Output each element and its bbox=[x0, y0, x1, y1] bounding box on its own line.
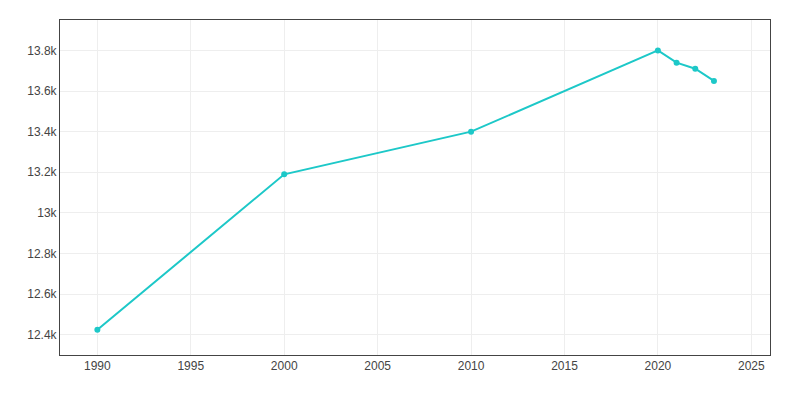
svg-text:2025: 2025 bbox=[738, 359, 765, 373]
svg-text:13.8k: 13.8k bbox=[27, 44, 57, 58]
svg-text:13.2k: 13.2k bbox=[27, 165, 57, 179]
svg-text:12.6k: 12.6k bbox=[27, 287, 57, 301]
svg-text:1990: 1990 bbox=[84, 359, 111, 373]
svg-text:13.6k: 13.6k bbox=[27, 84, 57, 98]
svg-text:13k: 13k bbox=[37, 206, 57, 220]
svg-text:2005: 2005 bbox=[364, 359, 391, 373]
svg-text:2020: 2020 bbox=[645, 359, 672, 373]
svg-text:2000: 2000 bbox=[271, 359, 298, 373]
svg-text:12.8k: 12.8k bbox=[27, 247, 57, 261]
svg-text:12.4k: 12.4k bbox=[27, 328, 57, 342]
svg-text:1995: 1995 bbox=[177, 359, 204, 373]
svg-text:2015: 2015 bbox=[551, 359, 578, 373]
svg-text:13.4k: 13.4k bbox=[27, 125, 57, 139]
svg-text:2010: 2010 bbox=[458, 359, 485, 373]
